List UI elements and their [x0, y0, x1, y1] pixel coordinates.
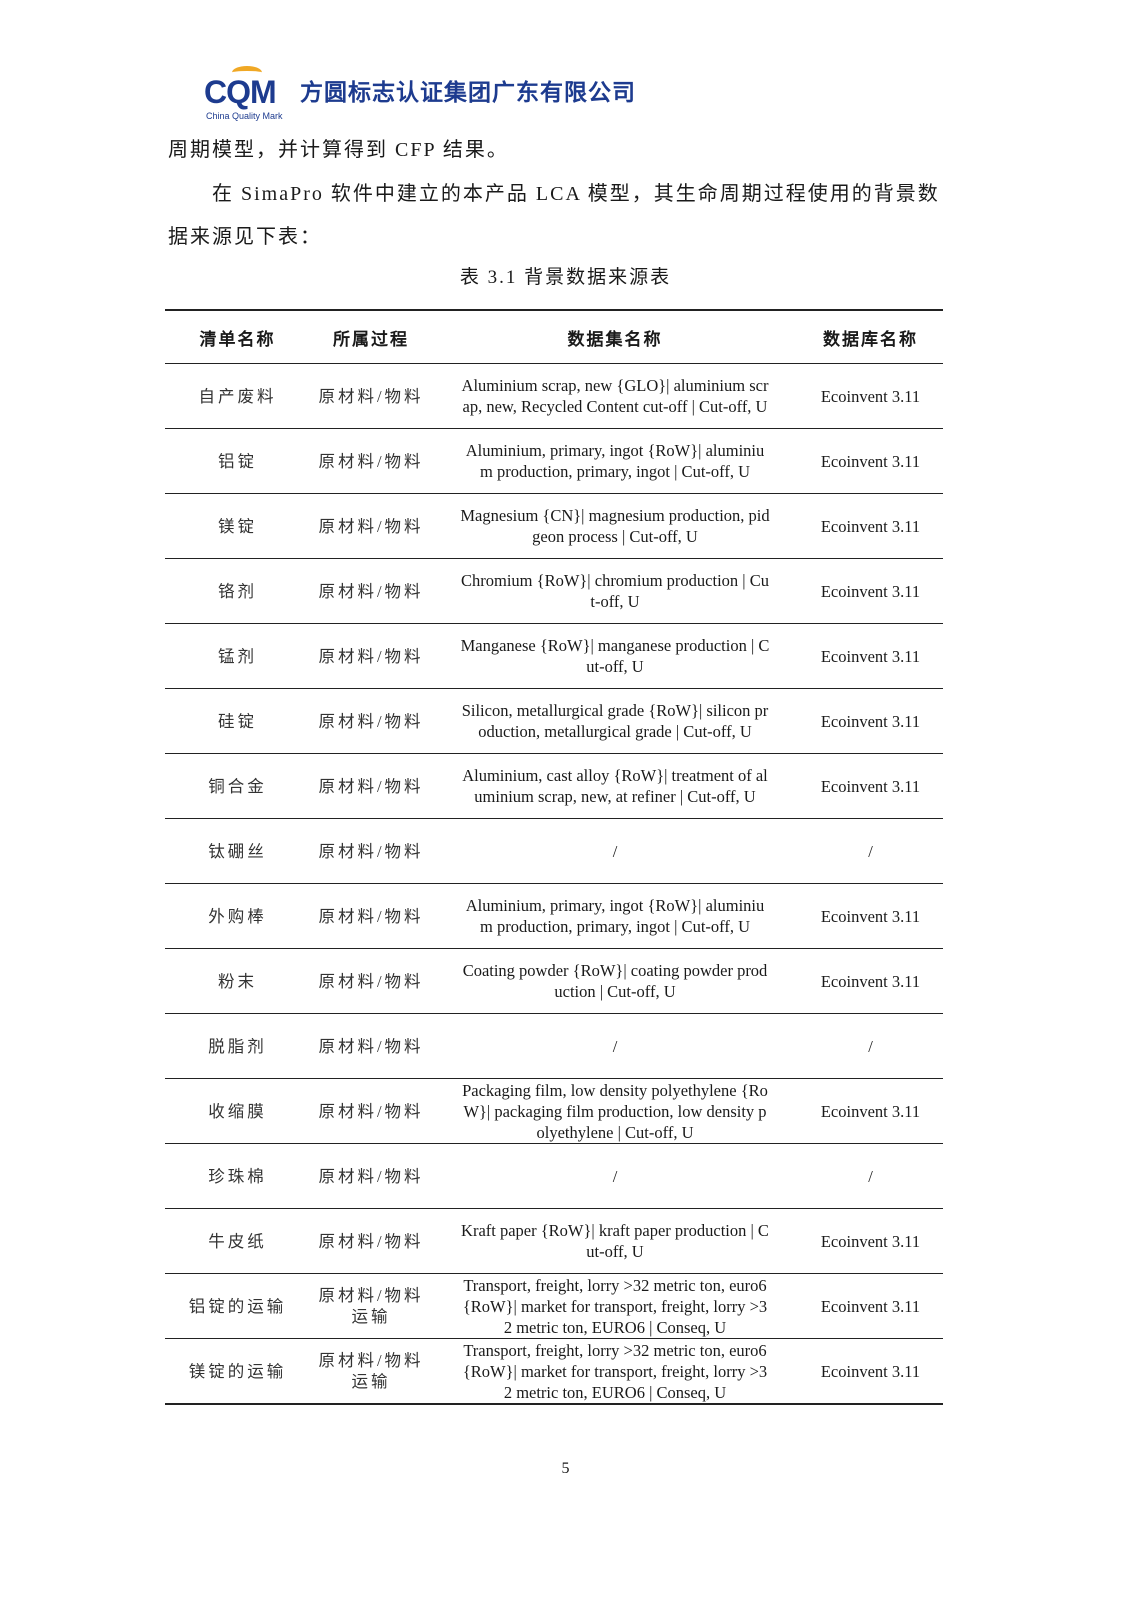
cell-inventory-name: 铬剂 [165, 558, 310, 624]
cell-process: 原材料/物料 [310, 883, 432, 949]
table-row: 珍珠棉 原材料/物料 / / [165, 1143, 943, 1209]
cell-dataset-name: / [432, 1143, 798, 1209]
cell-dataset-name: Silicon, metallurgical grade {RoW}| sili… [432, 688, 798, 754]
cell-inventory-name: 镁锭的运输 [165, 1338, 310, 1405]
page-number: 5 [561, 1460, 570, 1477]
logo-mark: CQM [204, 74, 277, 110]
table-row: 铝锭的运输 原材料/物料 运输 Transport, freight, lorry … [165, 1273, 943, 1339]
logo-arc-icon [232, 66, 262, 79]
table-row: 铬剂 原材料/物料 Chromium {RoW}| chromium product… [165, 558, 943, 624]
cell-process: 原材料/物料 [310, 1208, 432, 1274]
cell-process: 原材料/物料 [310, 753, 432, 819]
cell-dataset-name: Transport, freight, lorry >32 metric ton… [432, 1273, 798, 1339]
cell-inventory-name: 牛皮纸 [165, 1208, 310, 1274]
cell-process: 原材料/物料 [310, 948, 432, 1014]
table-row: 自产废料 原材料/物料 Aluminium scrap, new {GLO}| al… [165, 363, 943, 429]
cell-database-name: Ecoinvent 3.11 [798, 753, 943, 819]
cell-database-name: Ecoinvent 3.11 [798, 623, 943, 689]
cell-dataset-name: Kraft paper {RoW}| kraft paper productio… [432, 1208, 798, 1274]
body-line-1: 周期模型，并计算得到 CFP 结果。 [168, 139, 509, 161]
table-caption: 表 3.1 背景数据来源表 [459, 267, 672, 288]
table-row: 铝锭 原材料/物料 Aluminium, primary, ingot {RoW}|… [165, 428, 943, 494]
header-inventory-name: 清单名称 [165, 309, 310, 364]
header-database-name: 数据库名称 [798, 309, 943, 364]
table-row: 镁锭的运输 原材料/物料 运输 Transport, freight, lorry … [165, 1338, 943, 1405]
cell-dataset-name: Magnesium {CN}| magnesium production, pi… [432, 493, 798, 559]
table-row: 外购棒 原材料/物料 Aluminium, primary, ingot {RoW}… [165, 883, 943, 949]
cell-database-name: Ecoinvent 3.11 [798, 363, 943, 429]
cell-database-name: Ecoinvent 3.11 [798, 688, 943, 754]
table-row: 粉末 原材料/物料 Coating powder {RoW}| coating po… [165, 948, 943, 1014]
cell-database-name: / [798, 1013, 943, 1079]
cell-process: 原材料/物料 [310, 1078, 432, 1144]
cell-inventory-name: 铝锭 [165, 428, 310, 494]
cell-inventory-name: 外购棒 [165, 883, 310, 949]
cell-dataset-name: Manganese {RoW}| manganese production | … [432, 623, 798, 689]
cell-process: 原材料/物料 [310, 818, 432, 884]
cell-database-name: Ecoinvent 3.11 [798, 428, 943, 494]
cell-dataset-name: Aluminium, primary, ingot {RoW}| alumini… [432, 428, 798, 494]
company-name: 方圆标志认证集团广东有限公司 [300, 79, 636, 105]
cell-process: 原材料/物料 [310, 1143, 432, 1209]
cell-process: 原材料/物料 运输 [310, 1273, 432, 1339]
cell-database-name: Ecoinvent 3.11 [798, 883, 943, 949]
cell-inventory-name: 珍珠棉 [165, 1143, 310, 1209]
header-dataset-name: 数据集名称 [432, 309, 798, 364]
table-row: 铜合金 原材料/物料 Aluminium, cast alloy {RoW}| tr… [165, 753, 943, 819]
table-row: 镁锭 原材料/物料 Magnesium {CN}| magnesium produc… [165, 493, 943, 559]
cell-dataset-name: Packaging film, low density polyethylene… [432, 1078, 798, 1144]
cell-inventory-name: 钛硼丝 [165, 818, 310, 884]
body-line-3: 据来源见下表： [168, 226, 322, 248]
table-body: 自产废料 原材料/物料 Aluminium scrap, new {GLO}| al… [165, 363, 943, 1405]
cell-dataset-name: Aluminium, primary, ingot {RoW}| alumini… [432, 883, 798, 949]
cell-dataset-name: Aluminium, cast alloy {RoW}| treatment o… [432, 753, 798, 819]
cell-process: 原材料/物料 [310, 428, 432, 494]
table-row: 牛皮纸 原材料/物料 Kraft paper {RoW}| kraft paper … [165, 1208, 943, 1274]
cell-dataset-name: Chromium {RoW}| chromium production | Cu… [432, 558, 798, 624]
cell-inventory-name: 收缩膜 [165, 1078, 310, 1144]
cell-database-name: Ecoinvent 3.11 [798, 948, 943, 1014]
cell-dataset-name: Transport, freight, lorry >32 metric ton… [432, 1338, 798, 1405]
cell-inventory-name: 镁锭 [165, 493, 310, 559]
cell-database-name: Ecoinvent 3.11 [798, 1078, 943, 1144]
table-row: 硅锭 原材料/物料 Silicon, metallurgical grade {Ro… [165, 688, 943, 754]
cell-inventory-name: 锰剂 [165, 623, 310, 689]
cell-process: 原材料/物料 [310, 493, 432, 559]
cell-dataset-name: Coating powder {RoW}| coating powder pro… [432, 948, 798, 1014]
table-row: 脱脂剂 原材料/物料 / / [165, 1013, 943, 1079]
cell-database-name: Ecoinvent 3.11 [798, 1208, 943, 1274]
data-source-table: 清单名称 所属过程 数据集名称 数据库名称 自产废料 原材料/物料 Aluminiu… [165, 309, 943, 1405]
cell-inventory-name: 铝锭的运输 [165, 1273, 310, 1339]
cell-inventory-name: 自产废料 [165, 363, 310, 429]
logo-subtitle: China Quality Mark [206, 111, 283, 121]
cell-process: 原材料/物料 [310, 558, 432, 624]
header-process: 所属过程 [310, 309, 432, 364]
company-logo: CQM China Quality Mark 方圆标志认证集团广东有限公司 [204, 64, 644, 124]
cell-process: 原材料/物料 [310, 363, 432, 429]
body-line-2: 在 SimaPro 软件中建立的本产品 LCA 模型，其生命周期过程使用的背景数 [212, 183, 940, 205]
cell-inventory-name: 脱脂剂 [165, 1013, 310, 1079]
cell-database-name: Ecoinvent 3.11 [798, 558, 943, 624]
cell-database-name: / [798, 1143, 943, 1209]
cell-database-name: Ecoinvent 3.11 [798, 1338, 943, 1405]
cell-inventory-name: 铜合金 [165, 753, 310, 819]
cell-dataset-name: / [432, 1013, 798, 1079]
table-row: 钛硼丝 原材料/物料 / / [165, 818, 943, 884]
cell-dataset-name: Aluminium scrap, new {GLO}| aluminium sc… [432, 363, 798, 429]
table-row: 收缩膜 原材料/物料 Packaging film, low density pol… [165, 1078, 943, 1144]
cell-process: 原材料/物料 运输 [310, 1338, 432, 1405]
cell-process: 原材料/物料 [310, 623, 432, 689]
cell-process: 原材料/物料 [310, 1013, 432, 1079]
cell-process: 原材料/物料 [310, 688, 432, 754]
cell-inventory-name: 粉末 [165, 948, 310, 1014]
table-header-row: 清单名称 所属过程 数据集名称 数据库名称 [165, 309, 943, 364]
cell-database-name: Ecoinvent 3.11 [798, 1273, 943, 1339]
cell-inventory-name: 硅锭 [165, 688, 310, 754]
cell-database-name: Ecoinvent 3.11 [798, 493, 943, 559]
table-row: 锰剂 原材料/物料 Manganese {RoW}| manganese produ… [165, 623, 943, 689]
cell-dataset-name: / [432, 818, 798, 884]
cell-database-name: / [798, 818, 943, 884]
